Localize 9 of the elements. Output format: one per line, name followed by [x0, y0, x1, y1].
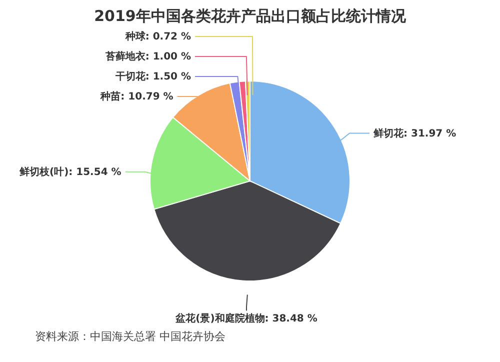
- slice-label: 种苗: 10.79 %: [100, 90, 174, 102]
- chart-title: 2019年中国各类花卉产品出口额占比统计情况: [94, 7, 407, 25]
- slice-label: 鲜切枝(叶): 15.54 %: [18, 166, 122, 178]
- slice-label: 干切花: 1.50 %: [114, 70, 191, 82]
- slice-label: 苔藓地衣: 1.00 %: [104, 50, 191, 62]
- text: 资料来源：中国海关总署 中国花卉协会: [35, 330, 226, 343]
- slice-label: 鲜切花: 31.97 %: [372, 127, 456, 140]
- slice-label: 盆花(景)和庭院植物: 38.48 %: [174, 312, 318, 325]
- slice-label: 种球: 0.72 %: [124, 30, 191, 42]
